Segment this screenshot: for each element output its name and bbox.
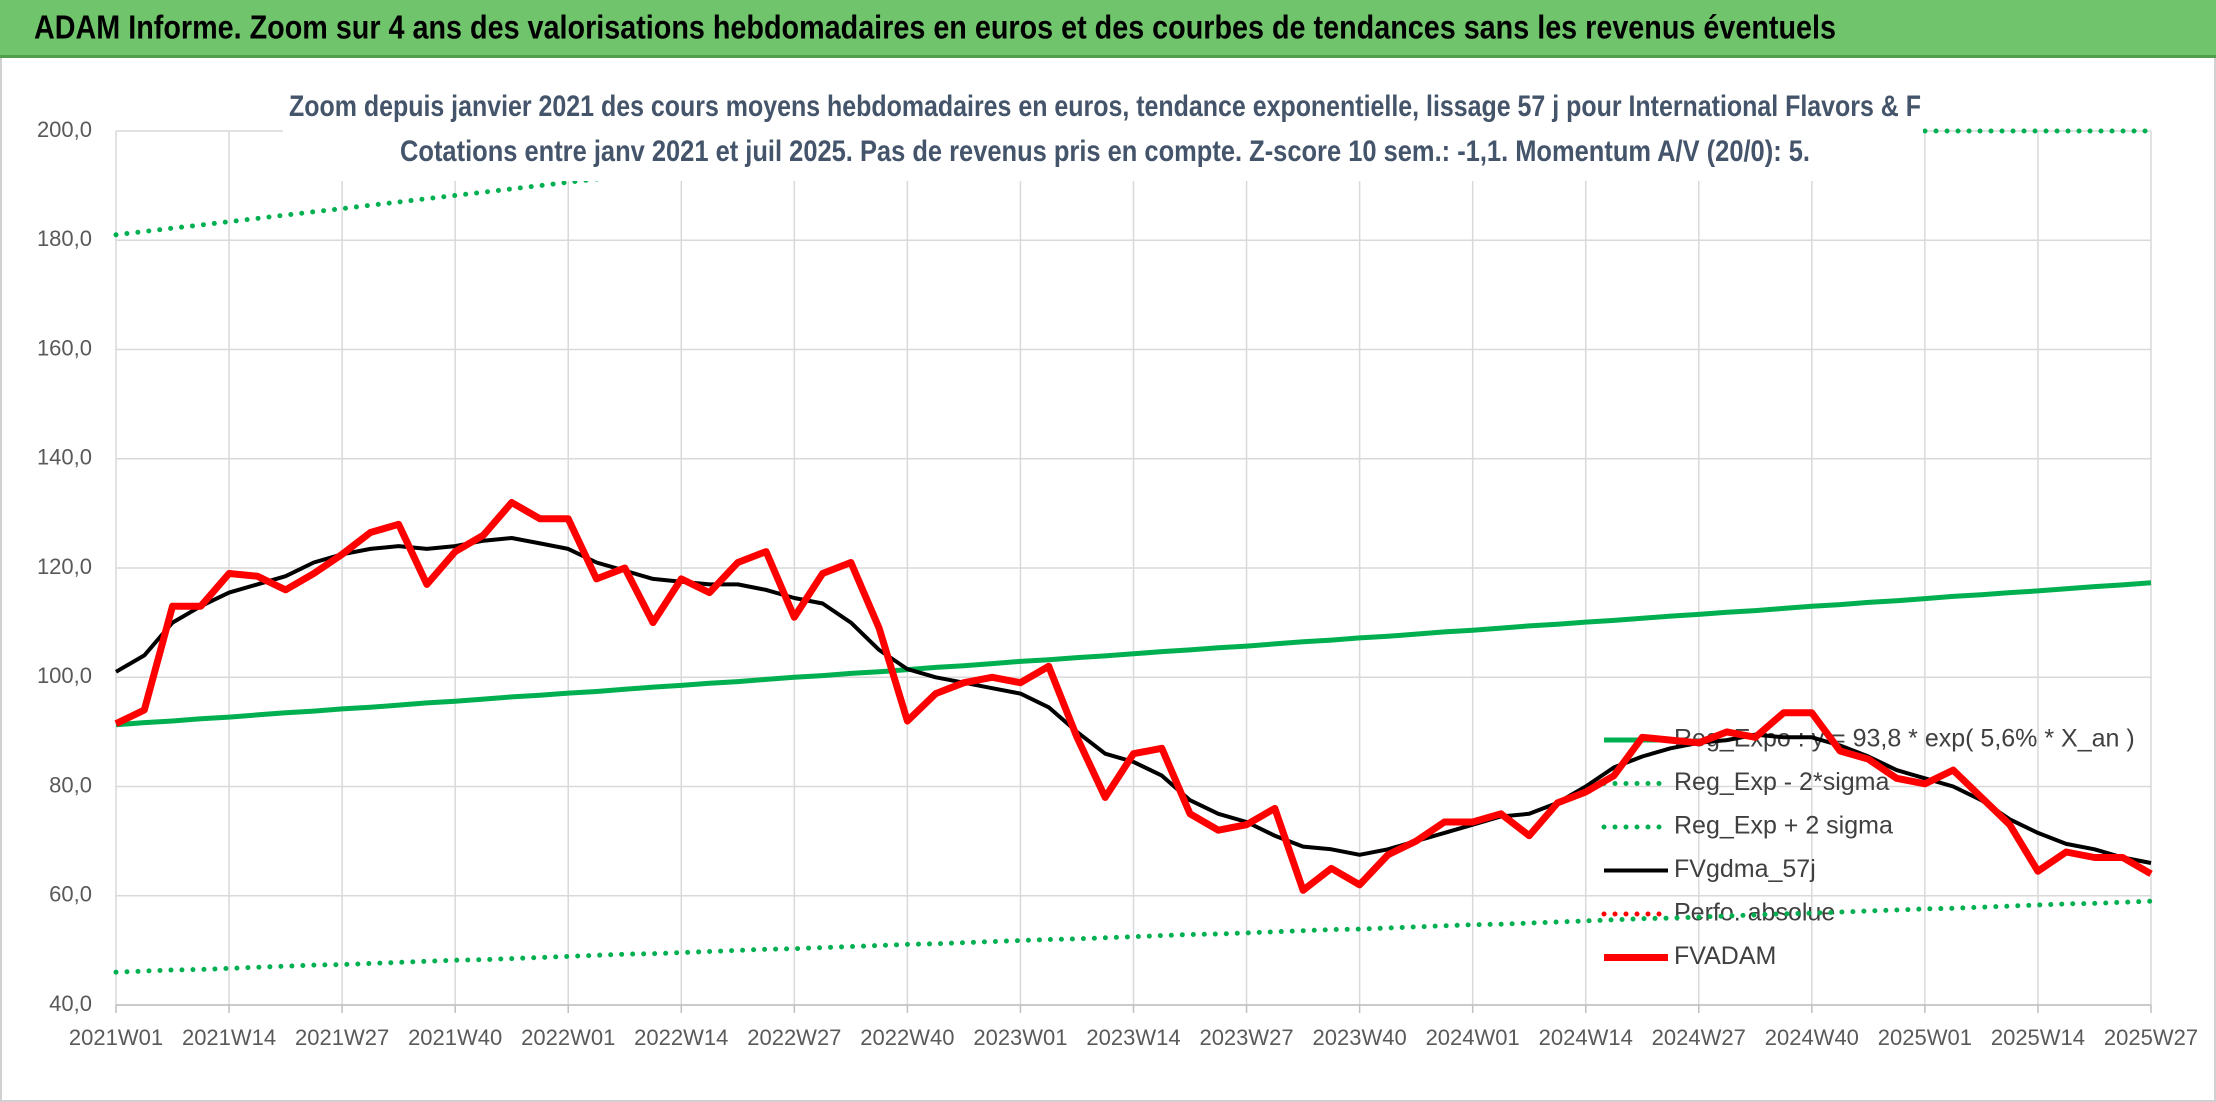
legend-label: FVgdma_57j — [1674, 855, 1816, 883]
x-tick-label: 2024W27 — [1652, 1025, 1746, 1050]
y-tick-label: 180,0 — [37, 226, 92, 251]
x-tick-label: 2021W27 — [295, 1025, 389, 1050]
x-tick-label: 2021W40 — [408, 1025, 502, 1050]
series-line — [113, 898, 2154, 975]
x-tick-label: 2022W27 — [747, 1025, 841, 1050]
series-line — [114, 499, 2153, 894]
y-tick-label: 40,0 — [49, 991, 92, 1016]
grid: 40,0 60,0 80,0 100,0 120,0 140,0 160,0 180,0 200… — [37, 117, 2198, 1050]
x-tick-label: 2023W27 — [1199, 1025, 1293, 1050]
x-tick-label: 2025W27 — [2104, 1025, 2198, 1050]
header-bar — [0, 0, 2216, 57]
chart-subtitle: Cotations entre janv 2021 et juil 2025. … — [400, 135, 1810, 168]
series-line — [114, 536, 2152, 865]
legend-label: Reg_Exp + 2 sigma — [1674, 812, 1893, 840]
y-tick-label: 120,0 — [37, 554, 92, 579]
x-tick-label: 2023W14 — [1086, 1025, 1180, 1050]
y-tick-label: 80,0 — [49, 772, 92, 797]
x-tick-label: 2025W14 — [1991, 1025, 2085, 1050]
x-tick-label: 2021W01 — [69, 1025, 163, 1050]
header-border — [0, 55, 2216, 58]
y-tick-label: 160,0 — [37, 335, 92, 360]
x-tick-label: 2023W01 — [973, 1025, 1067, 1050]
x-tick-label: 2022W01 — [521, 1025, 615, 1050]
header-title: ADAM Informe. Zoom sur 4 ans des valoris… — [34, 9, 1836, 46]
x-tick-label: 2024W14 — [1539, 1025, 1633, 1050]
series-line — [115, 580, 2152, 728]
x-tick-label: 2023W40 — [1313, 1025, 1407, 1050]
legend-label: FVADAM — [1674, 942, 1776, 970]
legend-label: Reg_Exp - 2*sigma — [1674, 768, 1889, 796]
y-tick-label: 60,0 — [49, 882, 92, 907]
x-tick-label: 2021W14 — [182, 1025, 276, 1050]
x-tick-label: 2024W40 — [1765, 1025, 1859, 1050]
title-box — [283, 86, 1923, 181]
x-tick-label: 2022W14 — [634, 1025, 728, 1050]
chart-title: Zoom depuis janvier 2021 des cours moyen… — [289, 90, 1921, 123]
x-tick-label: 2024W01 — [1426, 1025, 1520, 1050]
x-tick-label: 2025W01 — [1878, 1025, 1972, 1050]
y-tick-label: 140,0 — [37, 445, 92, 470]
x-tick-label: 2022W40 — [860, 1025, 954, 1050]
y-tick-label: 100,0 — [37, 663, 92, 688]
y-tick-label: 200,0 — [37, 117, 92, 142]
